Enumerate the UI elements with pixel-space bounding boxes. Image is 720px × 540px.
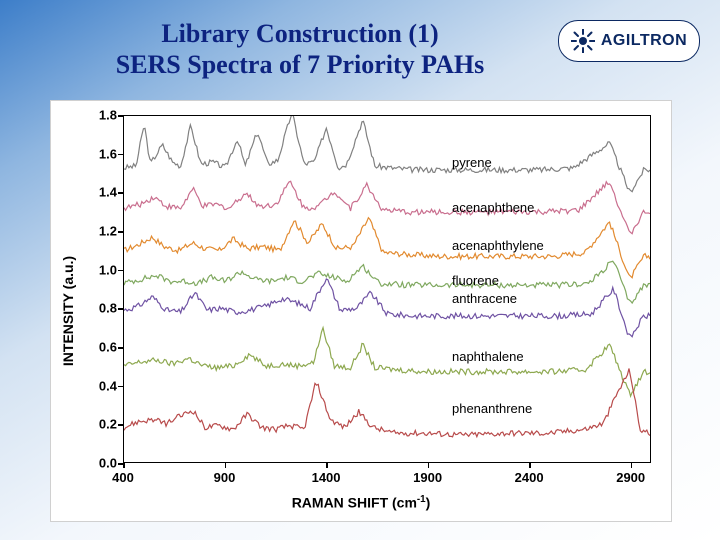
spectrum-line	[124, 116, 650, 192]
x-tick-mark	[529, 463, 531, 468]
y-tick-mark	[118, 115, 123, 117]
y-tick-label: 0.2	[81, 417, 117, 432]
series-label: naphthalene	[452, 349, 524, 364]
logo: AGILTRON	[558, 20, 700, 62]
x-tick-label: 1900	[413, 470, 442, 485]
x-tick-label: 900	[214, 470, 236, 485]
series-label: phenanthrene	[452, 401, 532, 416]
spectrum-line	[124, 328, 650, 397]
y-tick-mark	[118, 308, 123, 310]
y-tick-mark	[118, 270, 123, 272]
series-label: fluorene	[452, 273, 499, 288]
y-tick-label: 1.6	[81, 146, 117, 161]
x-tick-mark	[225, 463, 227, 468]
x-tick-mark	[326, 463, 328, 468]
x-axis-label: RAMAN SHIFT (cm-1)	[292, 494, 431, 511]
y-tick-mark	[118, 386, 123, 388]
y-tick-label: 0.0	[81, 456, 117, 471]
y-tick-mark	[118, 347, 123, 349]
y-tick-label: 0.8	[81, 301, 117, 316]
spectrum-line	[124, 218, 650, 278]
x-tick-label: 2400	[515, 470, 544, 485]
x-tick-mark	[123, 463, 125, 468]
y-tick-label: 1.0	[81, 262, 117, 277]
series-label: anthracene	[452, 291, 517, 306]
x-tick-mark	[428, 463, 430, 468]
x-tick-mark	[631, 463, 633, 468]
y-tick-label: 1.2	[81, 224, 117, 239]
series-label: pyrene	[452, 155, 492, 170]
x-tick-label: 400	[112, 470, 134, 485]
plot-area	[123, 115, 651, 463]
y-tick-label: 0.4	[81, 378, 117, 393]
spectrum-line	[124, 369, 650, 437]
x-axis-label-suffix: )	[426, 495, 431, 511]
title-line-1: Library Construction (1)	[161, 19, 438, 48]
y-tick-label: 1.4	[81, 185, 117, 200]
x-tick-label: 2900	[616, 470, 645, 485]
y-tick-mark	[118, 424, 123, 426]
spectrum-line	[124, 261, 650, 303]
chart-container: INTENSITY (a.u.) RAMAN SHIFT (cm-1) 0.0 0…	[50, 100, 672, 522]
y-tick-mark	[118, 154, 123, 156]
slide-title: Library Construction (1) SERS Spectra of…	[80, 18, 520, 80]
logo-starburst-icon	[571, 29, 595, 53]
y-tick-label: 1.8	[81, 108, 117, 123]
spectrum-line	[124, 181, 650, 233]
spectra-svg	[124, 116, 650, 462]
slide: Library Construction (1) SERS Spectra of…	[0, 0, 720, 540]
series-label: acenaphthene	[452, 200, 534, 215]
x-axis-label-prefix: RAMAN SHIFT (cm	[292, 495, 417, 511]
x-tick-label: 1400	[312, 470, 341, 485]
title-line-2: SERS Spectra of 7 Priority PAHs	[116, 50, 485, 79]
y-tick-mark	[118, 231, 123, 233]
logo-text: AGILTRON	[601, 32, 687, 50]
y-tick-mark	[118, 192, 123, 194]
series-label: acenaphthylene	[452, 238, 544, 253]
spectrum-line	[124, 279, 650, 337]
y-axis-label: INTENSITY (a.u.)	[60, 256, 76, 366]
y-tick-label: 0.6	[81, 340, 117, 355]
